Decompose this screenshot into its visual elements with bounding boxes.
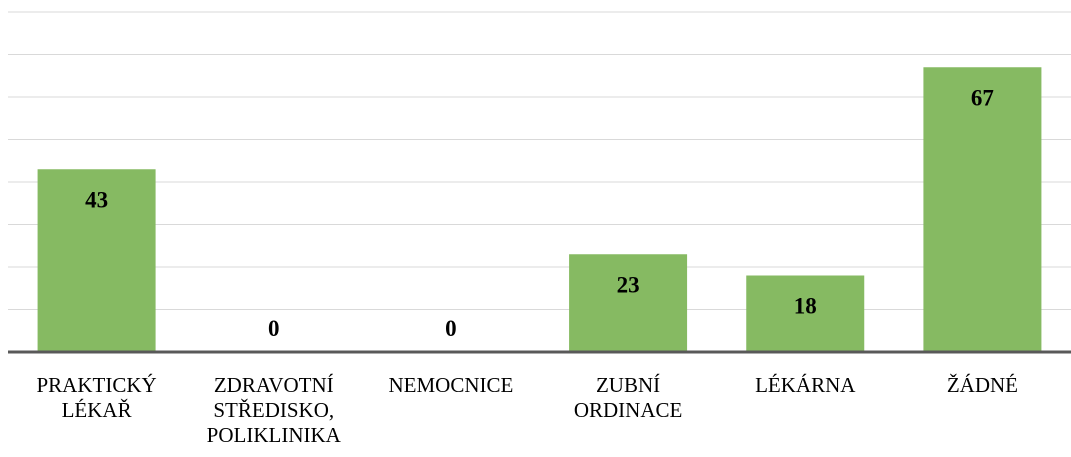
x-tick-label: NEMOCNICE: [388, 373, 513, 397]
bar: [923, 67, 1042, 352]
bar: [569, 254, 688, 352]
data-label: 67: [971, 85, 994, 110]
x-tick-label: ZDRAVOTNÍ STŘEDISKO, POLIKLINIKA: [207, 373, 342, 447]
data-label: 23: [617, 272, 640, 297]
x-tick-label: ŽÁDNÉ: [947, 373, 1018, 397]
data-label: 18: [794, 294, 817, 319]
bar: [746, 275, 865, 352]
data-label: 0: [268, 316, 280, 341]
data-label: 43: [85, 187, 108, 212]
bar: [37, 169, 156, 352]
x-tick-label: ZUBNÍ ORDINACE: [574, 373, 683, 422]
data-label: 0: [445, 316, 457, 341]
x-tick-label: PRAKTICKÝ LÉKAŘ: [36, 373, 156, 422]
x-tick-label: LÉKÁRNA: [755, 373, 856, 397]
